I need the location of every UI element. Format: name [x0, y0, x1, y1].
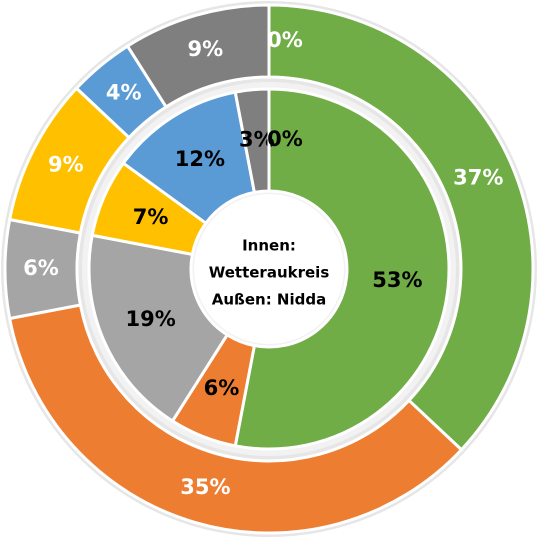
donut-segment	[121, 90, 257, 226]
center-text: Innen:	[242, 237, 296, 255]
data-label: 19%	[125, 307, 175, 331]
data-label: 7%	[133, 205, 169, 229]
donut-segment	[87, 233, 230, 424]
data-label: 0%	[267, 127, 303, 151]
center-hole	[194, 194, 344, 344]
center-text: Wetteraukreis	[209, 264, 330, 282]
data-label: 35%	[180, 475, 230, 499]
data-label: 4%	[106, 80, 142, 104]
data-label: 6%	[23, 256, 59, 280]
data-label: 9%	[188, 37, 224, 61]
data-label: 0%	[267, 28, 303, 52]
donut-segment	[7, 303, 464, 535]
data-label: 9%	[48, 152, 84, 176]
donut-segment	[267, 3, 535, 452]
center-text: Außen: Nidda	[212, 291, 326, 309]
data-label: 6%	[204, 376, 240, 400]
donut-segment	[233, 87, 451, 451]
data-label: 12%	[175, 147, 225, 171]
data-label: 37%	[453, 165, 503, 189]
data-label: 53%	[372, 268, 422, 292]
